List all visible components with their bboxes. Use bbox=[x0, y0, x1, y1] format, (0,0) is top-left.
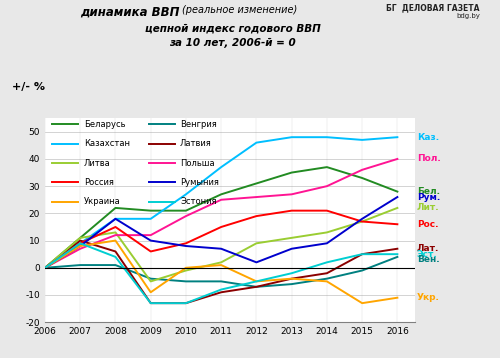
Text: Рум.: Рум. bbox=[417, 193, 440, 202]
Text: Украина: Украина bbox=[84, 197, 120, 206]
Text: БГ  ДЕЛОВАЯ ГАЗЕТА: БГ ДЕЛОВАЯ ГАЗЕТА bbox=[386, 4, 480, 13]
Text: динамика ВВП: динамика ВВП bbox=[80, 5, 180, 18]
Text: Россия: Россия bbox=[84, 178, 114, 187]
Text: Лит.: Лит. bbox=[417, 203, 440, 212]
Text: Эст.: Эст. bbox=[417, 250, 438, 259]
Text: Польша: Польша bbox=[180, 159, 214, 168]
Text: bdg.by: bdg.by bbox=[456, 13, 480, 19]
Text: за 10 лет, 2006-й = 0: за 10 лет, 2006-й = 0 bbox=[169, 38, 296, 48]
Text: Беларусь: Беларусь bbox=[84, 120, 126, 129]
Text: Рос.: Рос. bbox=[417, 220, 438, 229]
Text: Эстония: Эстония bbox=[180, 197, 216, 206]
Text: Каз.: Каз. bbox=[417, 133, 439, 142]
Text: Бел.: Бел. bbox=[417, 187, 440, 196]
Text: цепной индекс годового ВВП: цепной индекс годового ВВП bbox=[144, 23, 320, 33]
Text: +/- %: +/- % bbox=[12, 82, 44, 92]
Text: Пол.: Пол. bbox=[417, 154, 440, 164]
Text: Вен.: Вен. bbox=[417, 255, 440, 264]
Text: Венгрия: Венгрия bbox=[180, 120, 217, 129]
Text: Литва: Литва bbox=[84, 159, 110, 168]
Text: Лат.: Лат. bbox=[417, 244, 439, 253]
Text: Казахстан: Казахстан bbox=[84, 139, 130, 148]
Text: Румыния: Румыния bbox=[180, 178, 219, 187]
Text: Латвия: Латвия bbox=[180, 139, 212, 148]
Text: (реальное изменение): (реальное изменение) bbox=[182, 5, 298, 15]
Text: Укр.: Укр. bbox=[417, 293, 440, 302]
